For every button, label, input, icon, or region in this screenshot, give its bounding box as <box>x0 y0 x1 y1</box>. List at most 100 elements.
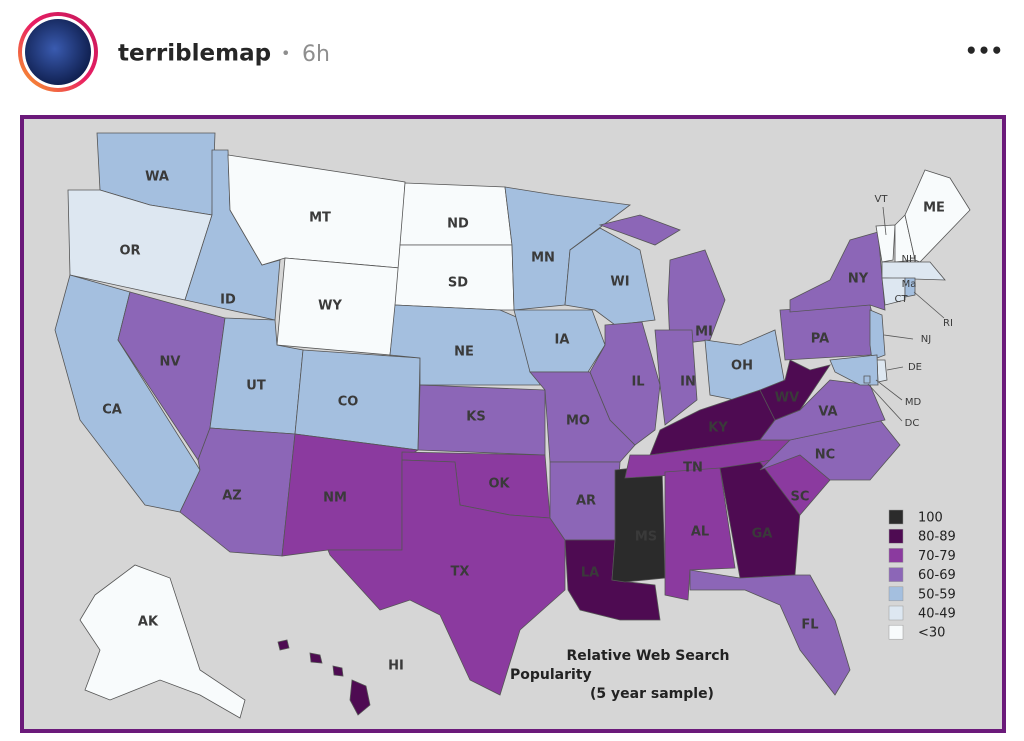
state-label: ID <box>220 293 236 308</box>
state-label: WA <box>145 170 169 185</box>
state <box>598 214 681 246</box>
state-label: NH <box>902 254 917 265</box>
state-label: NE <box>454 345 474 360</box>
state <box>876 359 888 383</box>
callout <box>913 291 945 319</box>
state-label: OH <box>731 359 753 374</box>
legend-label: 40-49 <box>918 607 956 622</box>
state <box>394 244 515 311</box>
state-label: DC <box>905 418 920 429</box>
state <box>779 304 881 361</box>
state <box>513 309 606 373</box>
legend-swatch <box>888 567 904 582</box>
state-label: NV <box>160 355 181 370</box>
state <box>881 277 906 306</box>
state-label: OK <box>488 477 510 492</box>
state <box>904 169 971 263</box>
state-label: OR <box>119 244 140 259</box>
callout <box>883 334 914 340</box>
state <box>399 182 513 246</box>
state <box>277 639 290 651</box>
callout <box>867 383 903 422</box>
state-label: VT <box>875 194 889 205</box>
state-label: ME <box>923 201 945 216</box>
state-label: VA <box>818 405 837 420</box>
more-menu[interactable]: ••• <box>965 39 1003 63</box>
post-time: 6h <box>302 42 330 67</box>
state-label: HI <box>388 659 404 674</box>
state <box>281 433 420 557</box>
state-label: RI <box>943 318 953 329</box>
legend-label: 50-59 <box>918 587 956 602</box>
state-label: GA <box>752 527 773 542</box>
separator: • <box>281 44 290 63</box>
legend-label: 80-89 <box>918 530 956 545</box>
caption: Relative Web Search Popularity (5 year s… <box>510 648 730 702</box>
state-label: AZ <box>222 489 242 504</box>
state-label: CO <box>338 395 359 410</box>
state-label: ND <box>447 217 469 232</box>
state <box>904 277 916 298</box>
state-label: NY <box>848 272 869 287</box>
state <box>611 464 666 583</box>
legend-label: 60-69 <box>918 568 956 583</box>
state <box>759 359 831 421</box>
state-label: WY <box>318 299 342 314</box>
state <box>881 261 946 281</box>
state <box>863 375 871 384</box>
state-label: NM <box>323 491 347 506</box>
caption-line: (5 year sample) <box>590 686 714 702</box>
state <box>589 321 661 446</box>
state-label: DE <box>908 362 922 373</box>
state-label: MT <box>309 211 331 226</box>
state-label: MS <box>635 530 657 545</box>
state-label: UT <box>246 379 266 394</box>
state-label: WI <box>610 275 629 290</box>
callout <box>875 379 903 401</box>
state <box>309 652 323 664</box>
state-label: KS <box>466 410 485 425</box>
state <box>349 679 371 716</box>
state <box>667 249 726 346</box>
legend-swatch <box>888 528 904 544</box>
state-label: NJ <box>921 334 931 345</box>
state-label: MN <box>531 251 555 266</box>
state <box>332 665 344 677</box>
state-label: FL <box>801 618 818 633</box>
legend: 100 80-89 70-79 60-69 50-59 40-49 <30 <box>888 509 956 641</box>
state-labels: WA OR CA ID MT WY NV UT AZ CO NM ND SD NE KS OK TX MN IA MO… <box>102 170 953 674</box>
legend-swatch <box>888 586 904 602</box>
legend-label: <30 <box>918 626 945 641</box>
state-label: CA <box>102 403 122 418</box>
state-label: CT <box>894 294 908 305</box>
state <box>654 329 698 426</box>
state <box>759 379 886 441</box>
legend-swatch <box>888 605 904 621</box>
state-label: WV <box>775 391 799 406</box>
callout <box>886 366 904 371</box>
states <box>54 132 971 719</box>
legend-swatch <box>888 548 904 563</box>
state <box>869 309 886 361</box>
state-label: TX <box>451 565 470 580</box>
avatar[interactable] <box>25 19 91 85</box>
state-label: AL <box>691 525 709 540</box>
state-label: NC <box>815 448 835 463</box>
state-label: AK <box>138 615 159 630</box>
state-label: Ma <box>902 279 917 290</box>
state <box>719 461 801 579</box>
state-label: TN <box>683 461 703 476</box>
username[interactable]: terriblemap <box>118 41 271 67</box>
state-label: MD <box>905 397 922 408</box>
state <box>389 304 541 386</box>
state <box>789 231 886 313</box>
state <box>875 224 896 263</box>
state-label: LA <box>581 566 599 581</box>
state <box>327 459 566 696</box>
state-label: SC <box>791 490 810 505</box>
state-label: SD <box>448 276 468 291</box>
state-label: MI <box>695 325 713 340</box>
state-label: MO <box>566 414 590 429</box>
legend-swatch <box>888 509 904 525</box>
state-label: IN <box>680 375 696 390</box>
